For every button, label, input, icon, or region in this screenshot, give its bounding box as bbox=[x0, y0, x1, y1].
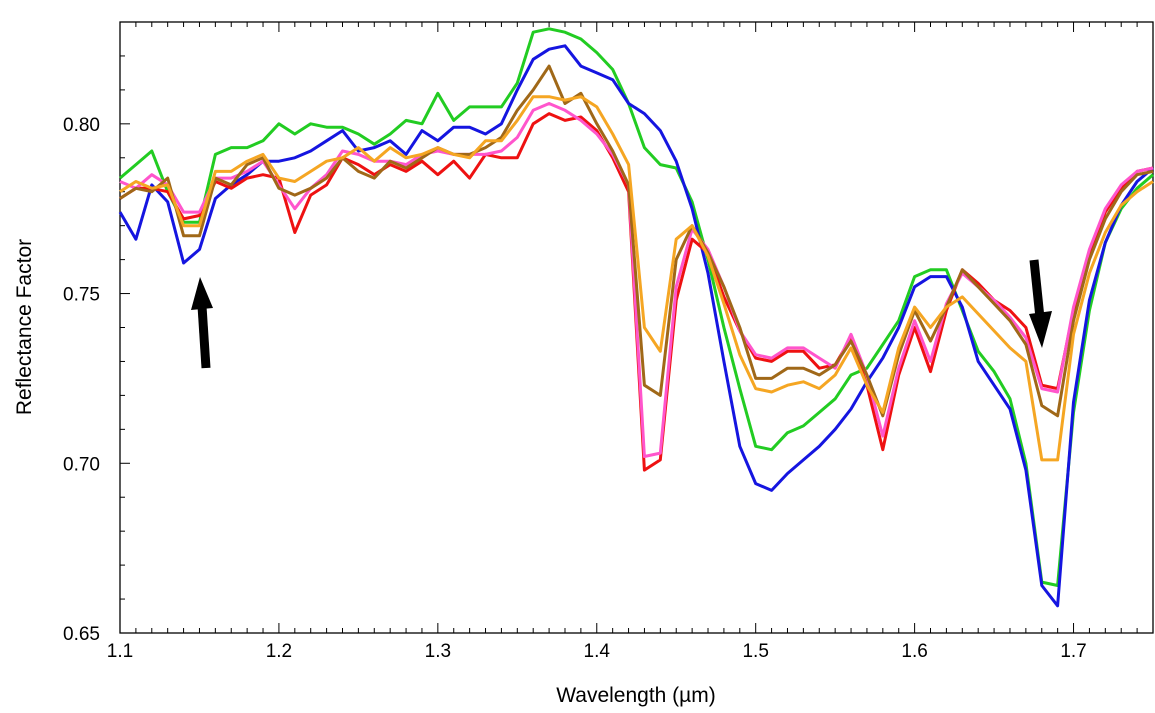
x-tick-labels: 1.1 1.2 1.3 1.4 1.5 1.6 1.7 bbox=[107, 641, 1087, 662]
y-tick-label: 0.70 bbox=[63, 454, 100, 475]
minor-ticks bbox=[119, 21, 1154, 634]
arrow-up-marker bbox=[191, 277, 213, 369]
series-lines bbox=[118, 27, 1154, 608]
y-axis-title: Reflectance Factor bbox=[13, 239, 36, 415]
x-tick-label: 1.6 bbox=[901, 641, 927, 662]
y-tick-labels: 0.65 0.70 0.75 0.80 bbox=[63, 115, 100, 645]
x-tick-label: 1.4 bbox=[584, 641, 611, 662]
x-tick-label: 1.3 bbox=[425, 641, 451, 662]
x-tick-label: 1.5 bbox=[742, 641, 768, 662]
series-line-2 bbox=[118, 44, 1154, 608]
arrow-down-marker bbox=[1029, 259, 1052, 348]
y-tick-label: 0.80 bbox=[63, 115, 100, 136]
series-line-6 bbox=[119, 95, 1154, 462]
x-tick-label: 1.7 bbox=[1060, 641, 1086, 662]
series-line-1 bbox=[119, 27, 1154, 587]
y-tick-label: 0.65 bbox=[63, 624, 100, 645]
x-tick-label: 1.1 bbox=[107, 641, 133, 662]
series-line-5 bbox=[119, 64, 1154, 418]
y-tick-label: 0.75 bbox=[63, 285, 100, 306]
x-tick-label: 1.2 bbox=[266, 641, 292, 662]
x-axis-title: Wavelength (µm) bbox=[556, 684, 716, 707]
